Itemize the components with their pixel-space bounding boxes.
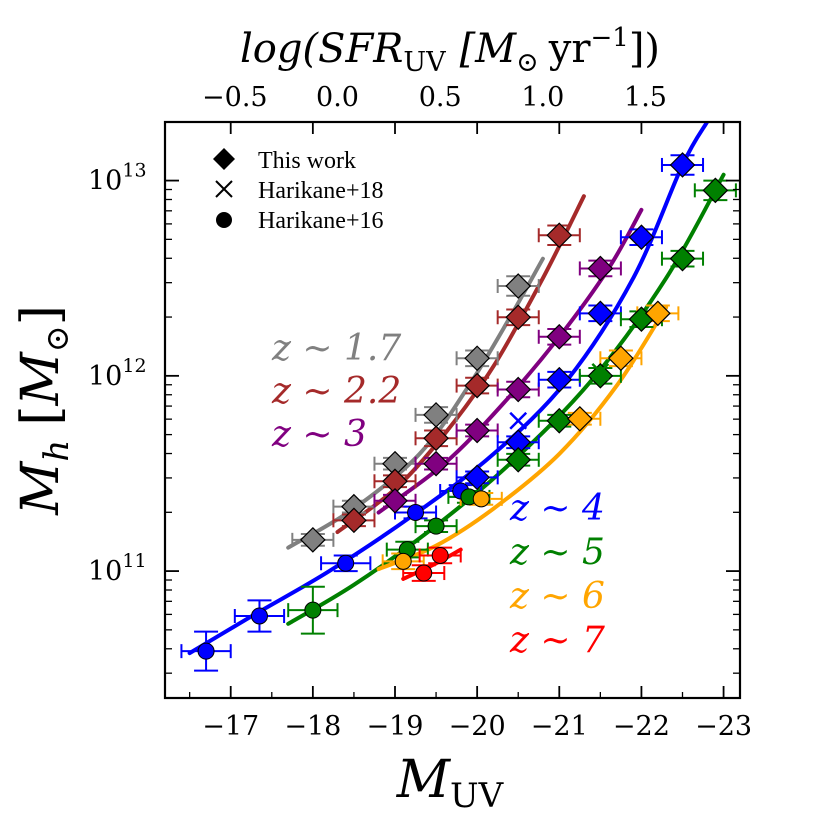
series-4-diamond-marker [587, 362, 614, 389]
top-axis-title: log(SFRUV [M⊙ yr−1]) [240, 23, 660, 78]
series-1-diamond-marker [341, 507, 367, 534]
series-4-diamond-marker [505, 446, 532, 473]
series-2-diamond-marker [505, 376, 532, 403]
series-3-circle-marker [337, 554, 355, 572]
legend-diamond-marker [213, 148, 235, 170]
series-4-diamond-marker [669, 245, 696, 272]
legend-circle-marker [216, 212, 232, 228]
y-tick-label: 1012 [88, 355, 147, 392]
series-label-z5: z ∼ 5 [509, 532, 605, 573]
series-0-diamond-marker [464, 345, 490, 372]
plot-frame [163, 120, 742, 700]
top-tick-label: 0.0 [316, 82, 359, 113]
series-6-circle-marker [431, 546, 449, 564]
top-tick-label: 0.5 [419, 82, 462, 113]
legend-cross-marker [215, 180, 233, 198]
series-3-diamond-marker [628, 224, 655, 251]
series-4-diamond-marker [546, 407, 573, 434]
series-3-cross-marker [509, 411, 528, 430]
top-tick-label: 1.5 [624, 82, 667, 113]
x-tick-label: −20 [449, 711, 506, 742]
series-3-diamond-marker [669, 152, 696, 178]
series-4-circle-marker [427, 517, 445, 535]
series-label-z4: z ∼ 4 [509, 488, 605, 529]
axis-tick-labels: −17 −18 −19 −20 −21 −22 −23 1011 1012 1013 −0.5 0.0… [88, 82, 752, 742]
series-5-diamond-marker [566, 405, 593, 432]
x-tick-label: −21 [531, 711, 588, 742]
series-4-diamond-marker [702, 177, 729, 204]
x-tick-label: −18 [284, 711, 341, 742]
series-3-diamond-marker [587, 300, 614, 327]
series-4-circle-marker [304, 601, 322, 619]
series-2-diamond-marker [423, 450, 449, 477]
series-1-diamond-marker [423, 425, 449, 452]
series-5-fit-curve [376, 305, 669, 572]
series-5-circle-marker [394, 552, 412, 570]
axis-ticks [165, 122, 740, 698]
series-0-diamond-marker [300, 526, 326, 553]
top-tick-label: 1.0 [521, 82, 564, 113]
top-tick-label: −0.5 [202, 82, 268, 113]
series-3-fit-curve [187, 122, 710, 656]
series-label-z1.7: z ∼ 1.7 [271, 328, 401, 369]
series-3-diamond-marker [546, 366, 573, 393]
legend-label-harikane16: Harikane+16 [258, 208, 383, 234]
series-1-diamond-marker [505, 304, 532, 331]
series-2-diamond-marker [587, 255, 614, 282]
series-label-z6: z ∼ 6 [509, 576, 605, 617]
x-tick-label: −23 [695, 711, 752, 742]
series-4-cross-marker [591, 363, 610, 381]
x-tick-label: −22 [613, 711, 670, 742]
series-6-circle-marker [415, 564, 433, 582]
series-3-circle-marker [250, 607, 268, 625]
series-5-diamond-marker [645, 300, 671, 327]
series-1-diamond-marker [546, 222, 573, 249]
series-2-diamond-marker [546, 323, 573, 350]
series-1-diamond-marker [464, 372, 490, 399]
x-tick-label: −19 [367, 711, 424, 742]
series-3-circle-marker [407, 504, 425, 522]
legend-label-this-work: This work [258, 148, 356, 174]
series-2-diamond-marker [382, 487, 408, 514]
x-axis-title: MUV [396, 750, 505, 816]
series-3-circle-marker [197, 642, 215, 660]
y-axis-title: Mh[M⊙] [11, 305, 77, 516]
series-label-z7: z ∼ 7 [509, 620, 605, 661]
legend: This work Harikane+18 Harikane+16 [213, 148, 383, 234]
y-tick-label: 1013 [88, 160, 147, 197]
series-0-diamond-marker [505, 273, 532, 299]
y-tick-label: 1011 [88, 550, 147, 587]
series-label-z2.2: z ∼ 2.2 [271, 371, 401, 412]
series-label-z3: z ∼ 3 [271, 414, 367, 455]
x-tick-label: −17 [202, 711, 259, 742]
series-5-diamond-marker [608, 345, 634, 372]
series-3-diamond-marker [464, 464, 490, 491]
series-2-diamond-marker [464, 417, 490, 444]
series-5-circle-marker [472, 490, 490, 508]
data-markers [197, 152, 729, 660]
legend-label-harikane18: Harikane+18 [258, 178, 383, 204]
